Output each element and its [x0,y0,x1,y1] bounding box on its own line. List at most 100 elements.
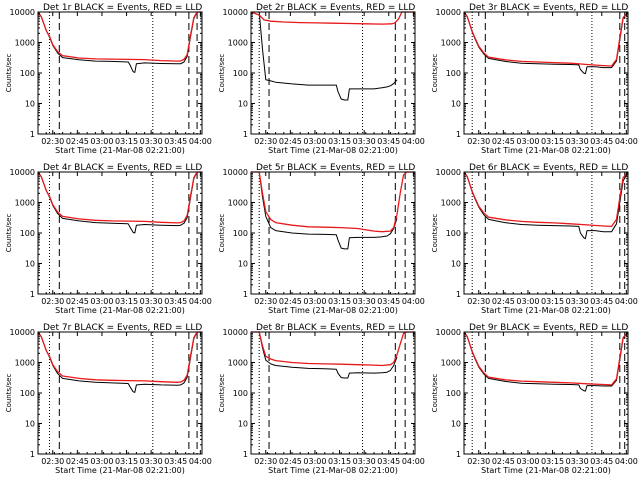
chart-title: Det 5r BLACK = Events, RED = LLD [256,163,415,173]
x-tick-label: 02:30 [254,137,277,146]
plot-frame [250,331,416,455]
chart-title: Det 6r BLACK = Events, RED = LLD [469,163,628,173]
x-tick-label: 03:30 [566,297,589,306]
y-tick-label: 10 [238,260,248,269]
y-tick-label: 1000 [228,39,248,48]
x-tick-label: 03:00 [303,457,326,466]
y-tick-label: 1000 [228,359,248,368]
x-tick-label: 03:45 [590,137,613,146]
x-tick-label: 03:30 [140,137,163,146]
y-tick-label: 10000 [436,168,461,177]
plot-frame [37,11,203,135]
x-tick-label: 02:30 [254,457,277,466]
lld-series-line [37,171,202,224]
x-axis-label: Start Time (21-Mar-08 02:21:00) [55,306,185,315]
y-tick-label: 1 [456,130,461,139]
y-axis-label: Counts/sec [218,374,226,413]
lld-series-line [251,171,415,233]
x-tick-label: 04:00 [615,297,638,306]
x-tick-label: 03:15 [541,137,564,146]
y-tick-label: 10000 [223,328,248,337]
chart-panel-3: Det 3r BLACK = Events, RED = LLD 1 10 100 10… [431,3,638,155]
y-axis-label: Counts/sec [218,54,226,93]
x-tick-label: 02:30 [467,457,490,466]
y-tick-label: 100 [20,389,35,398]
lld-series-line [463,11,629,67]
x-tick-label: 02:45 [492,297,515,306]
lld-series-line [37,331,202,383]
x-tick-label: 04:00 [402,297,425,306]
y-tick-label: 10 [451,100,461,109]
chart-panel-6: Det 6r BLACK = Events, RED = LLD 1 10 100 10… [431,163,638,315]
events-series-line [258,11,398,101]
plot-frame [463,331,629,455]
chart-panel-5: Det 5r BLACK = Events, RED = LLD 1 10 100 10… [218,163,425,315]
chart-panel-8: Det 8r BLACK = Events, RED = LLD 1 10 100 10… [218,323,425,475]
y-axis-label: Counts/sec [431,54,439,93]
y-tick-label: 10 [25,420,35,429]
y-tick-label: 1 [456,290,461,299]
x-tick-label: 03:00 [90,457,113,466]
y-tick-label: 100 [233,229,248,238]
y-tick-label: 100 [20,69,35,78]
chart-panel-2: Det 2r BLACK = Events, RED = LLD 1 10 100 10… [218,3,425,155]
chart-panel-9: Det 9r BLACK = Events, RED = LLD 1 10 100 10… [431,323,638,475]
x-tick-label: 02:30 [467,137,490,146]
y-tick-label: 10000 [223,168,248,177]
plot-frame [37,331,203,455]
x-tick-label: 03:15 [541,297,564,306]
x-tick-label: 03:00 [516,137,539,146]
x-tick-label: 03:30 [353,137,376,146]
x-tick-label: 03:45 [164,297,187,306]
events-series-line [37,331,202,393]
y-tick-label: 100 [446,389,461,398]
x-tick-label: 04:00 [615,457,638,466]
y-tick-label: 10 [238,420,248,429]
y-tick-label: 1000 [15,199,35,208]
y-tick-label: 1000 [15,39,35,48]
chart-title: Det 3r BLACK = Events, RED = LLD [469,3,628,13]
plot-frame [463,11,629,135]
x-tick-label: 03:45 [590,457,613,466]
y-tick-label: 1000 [441,39,461,48]
x-tick-label: 02:45 [66,457,89,466]
events-series-line [463,171,629,240]
y-tick-label: 1 [30,450,35,459]
x-axis-label: Start Time (21-Mar-08 02:21:00) [55,146,185,155]
x-tick-label: 03:15 [115,297,138,306]
chart-title: Det 2r BLACK = Events, RED = LLD [256,3,415,13]
x-tick-label: 03:15 [541,457,564,466]
y-tick-label: 10000 [436,328,461,337]
chart-title: Det 9r BLACK = Events, RED = LLD [469,323,628,333]
x-tick-label: 03:15 [115,137,138,146]
y-tick-label: 1 [30,130,35,139]
x-tick-label: 03:45 [590,297,613,306]
x-axis-label: Start Time (21-Mar-08 02:21:00) [268,466,398,475]
x-tick-label: 03:15 [328,297,351,306]
y-tick-label: 10 [25,100,35,109]
x-tick-label: 04:00 [615,137,638,146]
events-series-line [258,331,398,379]
plot-frame [463,171,629,295]
x-axis-label: Start Time (21-Mar-08 02:21:00) [481,306,611,315]
x-tick-label: 04:00 [402,457,425,466]
x-axis-label: Start Time (21-Mar-08 02:21:00) [481,466,611,475]
y-tick-label: 1 [243,130,248,139]
x-tick-label: 03:45 [164,137,187,146]
x-tick-label: 02:45 [279,457,302,466]
x-axis-label: Start Time (21-Mar-08 02:21:00) [268,146,398,155]
x-tick-label: 03:30 [566,457,589,466]
y-tick-label: 1000 [441,359,461,368]
chart-panel-1: Det 1r BLACK = Events, RED = LLD 1 10 100 10… [5,3,212,155]
x-tick-label: 03:15 [328,137,351,146]
y-axis-label: Counts/sec [431,374,439,413]
y-tick-label: 10000 [10,168,35,177]
y-tick-label: 100 [233,389,248,398]
y-tick-label: 100 [233,69,248,78]
x-tick-label: 03:00 [90,137,113,146]
lld-series-line [463,331,629,386]
x-axis-label: Start Time (21-Mar-08 02:21:00) [268,306,398,315]
y-tick-label: 1000 [15,359,35,368]
x-tick-label: 04:00 [189,457,212,466]
events-series-line [463,11,629,75]
